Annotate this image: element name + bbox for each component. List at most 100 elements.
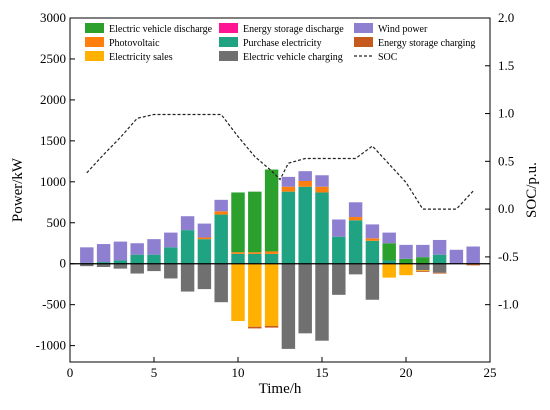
legend-swatch xyxy=(219,23,238,33)
legend-swatch xyxy=(219,37,238,47)
bar-purchase-electricity xyxy=(147,254,161,264)
bar-purchase-electricity xyxy=(180,230,195,264)
y-tick-label: 2500 xyxy=(40,51,66,66)
y-tick-label: 3000 xyxy=(40,10,66,25)
legend-label: Energy storage charging xyxy=(378,38,475,49)
bar-wind-power xyxy=(214,199,228,212)
soc-line xyxy=(86,113,474,210)
bar-purchase-electricity xyxy=(113,260,128,264)
bar-wind-power xyxy=(281,176,296,187)
bar-purchase-electricity xyxy=(96,262,111,264)
bar-wind-power xyxy=(432,239,447,255)
bar-energy-storage-charging xyxy=(432,272,447,274)
bar-purchase-electricity xyxy=(382,260,396,264)
bar-purchase-electricity xyxy=(248,253,262,264)
bar-electric-vehicle-discharge xyxy=(248,191,262,253)
bar-energy-storage-charging xyxy=(264,325,279,328)
legend-swatch xyxy=(85,23,104,33)
bar-electric-vehicle-charging xyxy=(197,263,212,290)
bar-electric-vehicle-charging xyxy=(416,263,430,271)
bar-energy-storage-charging xyxy=(416,271,430,272)
y-tick-label: 500 xyxy=(47,215,67,230)
bar-purchase-electricity xyxy=(214,214,228,264)
bar-photovoltaic xyxy=(298,180,312,187)
legend-swatch xyxy=(354,37,373,47)
bar-purchase-electricity xyxy=(298,186,312,264)
bar-wind-power xyxy=(113,241,128,261)
y-tick-label: 2000 xyxy=(40,92,66,107)
bar-wind-power xyxy=(96,244,111,263)
x-tick-label: 0 xyxy=(67,365,74,380)
bar-wind-power xyxy=(365,224,380,239)
legend-swatch xyxy=(85,51,104,61)
y2-tick-label: -0.5 xyxy=(498,249,519,264)
bar-wind-power xyxy=(399,244,413,259)
x-tick-label: 20 xyxy=(400,365,413,380)
bar-electricity-sales xyxy=(382,263,396,278)
y-axis-title: Power/kW xyxy=(10,157,26,222)
bar-wind-power xyxy=(382,232,396,244)
bar-electric-vehicle-charging xyxy=(315,263,329,341)
bar-electric-vehicle-charging xyxy=(432,263,447,273)
bar-wind-power xyxy=(298,171,312,181)
bar-purchase-electricity xyxy=(365,240,380,264)
bar-electric-vehicle-discharge xyxy=(264,169,279,252)
legend-swatch xyxy=(354,23,373,33)
bar-electric-vehicle-charging xyxy=(348,263,363,275)
bar-electric-vehicle-charging xyxy=(281,263,296,349)
bar-electric-vehicle-discharge xyxy=(399,258,413,264)
bar-electric-vehicle-charging xyxy=(130,263,144,274)
bar-energy-storage-charging xyxy=(248,326,262,329)
x-tick-label: 15 xyxy=(316,365,329,380)
bar-wind-power xyxy=(348,202,363,218)
y2-tick-label: 0.0 xyxy=(498,201,514,216)
bar-photovoltaic xyxy=(281,186,296,192)
bar-purchase-electricity xyxy=(281,191,296,264)
bar-electric-vehicle-discharge xyxy=(231,192,245,253)
bar-purchase-electricity xyxy=(130,254,144,264)
bar-purchase-electricity xyxy=(231,253,245,264)
bar-electric-vehicle-charging xyxy=(164,263,178,279)
bar-wind-power xyxy=(449,249,464,264)
bar-electric-vehicle-charging xyxy=(147,263,161,272)
y2-tick-label: 1.0 xyxy=(498,106,514,121)
bar-wind-power xyxy=(315,175,329,187)
bar-wind-power xyxy=(180,216,195,231)
bar-electric-vehicle-charging xyxy=(113,263,128,269)
y2-axis-title: SOC/p.u. xyxy=(524,162,540,218)
bar-purchase-electricity xyxy=(197,239,212,264)
bar-electric-vehicle-discharge xyxy=(416,257,430,264)
bar-wind-power xyxy=(197,223,212,238)
x-tick-label: 5 xyxy=(151,365,158,380)
bar-purchase-electricity xyxy=(315,192,329,264)
bar-wind-power xyxy=(466,246,480,264)
bar-purchase-electricity xyxy=(264,253,279,264)
bar-wind-power xyxy=(80,247,94,263)
legend-label: SOC xyxy=(378,52,398,63)
bar-photovoltaic xyxy=(231,252,245,254)
y2-tick-label: 0.5 xyxy=(498,153,514,168)
bar-electric-vehicle-charging xyxy=(180,263,195,292)
bar-photovoltaic xyxy=(197,237,212,240)
bar-electric-vehicle-charging xyxy=(214,263,228,303)
bar-energy-storage-charging xyxy=(466,264,480,266)
legend-label: Electric vehicle discharge xyxy=(109,24,213,35)
legend-label: Wind power xyxy=(378,24,428,35)
bar-electricity-sales xyxy=(416,270,430,272)
bar-electric-vehicle-charging xyxy=(80,263,94,267)
bar-photovoltaic xyxy=(214,211,228,215)
bar-wind-power xyxy=(416,244,430,258)
legend-label: Purchase electricity xyxy=(243,38,322,49)
y-tick-label: 0 xyxy=(60,256,67,271)
plot-frame xyxy=(69,17,491,363)
bar-wind-power xyxy=(164,232,178,248)
bar-purchase-electricity xyxy=(164,247,178,264)
bar-electric-vehicle-charging xyxy=(298,263,312,334)
bar-wind-power xyxy=(147,239,161,255)
bar-electricity-sales xyxy=(231,263,245,322)
bar-electric-vehicle-charging xyxy=(332,263,346,295)
x-tick-label: 10 xyxy=(232,365,245,380)
legend-swatch xyxy=(85,37,104,47)
